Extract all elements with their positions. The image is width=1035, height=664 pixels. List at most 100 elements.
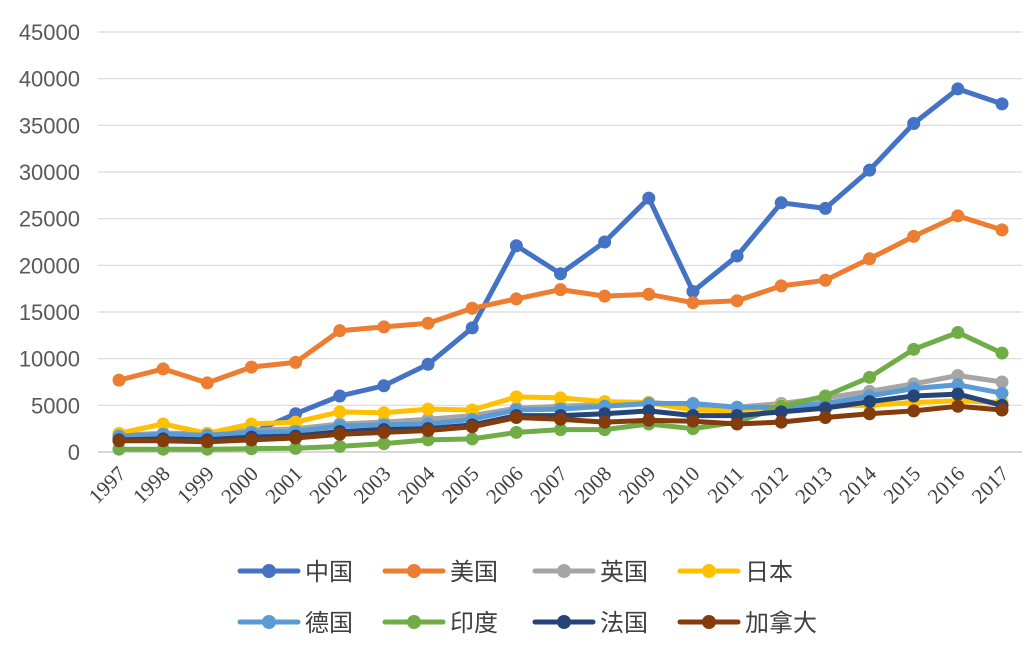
x-tick-label: 2010 <box>658 462 705 509</box>
data-point <box>995 386 1009 400</box>
data-point <box>421 316 435 330</box>
legend-label: 中国 <box>305 558 353 586</box>
data-point <box>421 433 435 447</box>
data-point <box>995 375 1009 389</box>
data-point <box>377 406 391 420</box>
x-tick-label: 1999 <box>172 462 219 509</box>
data-point <box>951 209 965 223</box>
data-point <box>642 404 656 418</box>
y-tick-label: 10000 <box>19 347 80 372</box>
data-point <box>730 417 744 431</box>
data-point <box>200 376 214 390</box>
data-point <box>995 403 1009 417</box>
data-point <box>686 414 700 428</box>
data-point <box>598 415 612 429</box>
data-point <box>377 320 391 334</box>
data-point <box>951 387 965 401</box>
legend-label: 印度 <box>450 609 498 637</box>
legend-item: 德国 <box>237 609 353 637</box>
data-point <box>377 425 391 439</box>
legend-label: 英国 <box>600 558 648 586</box>
data-point <box>465 321 479 335</box>
x-tick-label: 2003 <box>349 462 396 509</box>
data-point <box>642 191 656 205</box>
legend-swatch-marker <box>407 564 421 578</box>
series-layer <box>112 82 1009 456</box>
data-point <box>686 284 700 298</box>
data-point <box>818 273 832 287</box>
legend-item: 日本 <box>677 558 793 586</box>
x-tick-label: 2017 <box>967 462 1014 509</box>
legend-swatch-marker <box>702 615 716 629</box>
data-point <box>333 439 347 453</box>
data-point <box>907 229 921 243</box>
y-tick-label: 30000 <box>19 160 80 185</box>
x-tick-label: 1998 <box>128 462 175 509</box>
data-point <box>642 413 656 427</box>
data-point <box>509 239 523 253</box>
data-point <box>509 410 523 424</box>
x-tick-label: 2015 <box>879 462 926 509</box>
y-tick-label: 0 <box>68 440 80 465</box>
data-point <box>509 390 523 404</box>
legend-swatch-marker <box>262 564 276 578</box>
data-point <box>421 357 435 371</box>
y-tick-label: 20000 <box>19 253 80 278</box>
data-point <box>951 82 965 96</box>
legend-swatch-marker <box>702 564 716 578</box>
x-tick-label: 2004 <box>393 461 440 508</box>
data-point <box>907 342 921 356</box>
data-point <box>774 279 788 293</box>
data-point <box>907 404 921 418</box>
data-point <box>554 267 567 281</box>
data-point <box>907 389 921 403</box>
data-point <box>509 425 523 439</box>
data-point <box>818 401 832 415</box>
data-point <box>421 424 435 438</box>
series-7 <box>112 399 1009 449</box>
data-point <box>863 395 877 409</box>
data-point <box>377 379 391 393</box>
data-point <box>774 415 788 429</box>
y-tick-label: 35000 <box>19 113 80 138</box>
data-point <box>686 396 700 410</box>
x-tick-label: 2011 <box>703 462 749 508</box>
legend-label: 日本 <box>745 558 793 586</box>
data-point <box>554 283 567 297</box>
legend-swatch-marker <box>407 615 421 629</box>
data-point <box>951 378 965 392</box>
data-point <box>289 441 303 455</box>
data-point <box>244 433 258 447</box>
legend-item: 加拿大 <box>677 609 817 637</box>
data-point <box>818 410 832 424</box>
legend-item: 中国 <box>237 558 353 586</box>
data-point <box>951 368 965 382</box>
data-point <box>554 412 567 426</box>
data-point <box>598 289 612 303</box>
data-point <box>112 373 126 387</box>
legend-label: 德国 <box>305 609 353 637</box>
data-point <box>112 434 126 448</box>
x-tick-label: 2001 <box>260 462 307 509</box>
x-tick-label: 2014 <box>834 461 881 508</box>
y-tick-label: 25000 <box>19 207 80 232</box>
data-point <box>554 391 567 405</box>
legend-swatch-marker <box>557 615 571 629</box>
data-point <box>863 370 877 384</box>
legend-item: 美国 <box>382 558 498 586</box>
data-point <box>863 163 877 177</box>
data-point <box>156 434 170 448</box>
series-1 <box>112 209 1009 390</box>
y-tick-label: 5000 <box>31 393 80 418</box>
data-point <box>156 417 170 431</box>
data-point <box>995 346 1009 360</box>
data-point <box>289 415 303 429</box>
data-point <box>333 427 347 441</box>
legend-item: 英国 <box>532 558 648 586</box>
x-tick-label: 1997 <box>84 462 131 509</box>
x-tick-label: 2013 <box>790 462 837 509</box>
data-point <box>465 432 479 446</box>
data-point <box>951 326 965 340</box>
